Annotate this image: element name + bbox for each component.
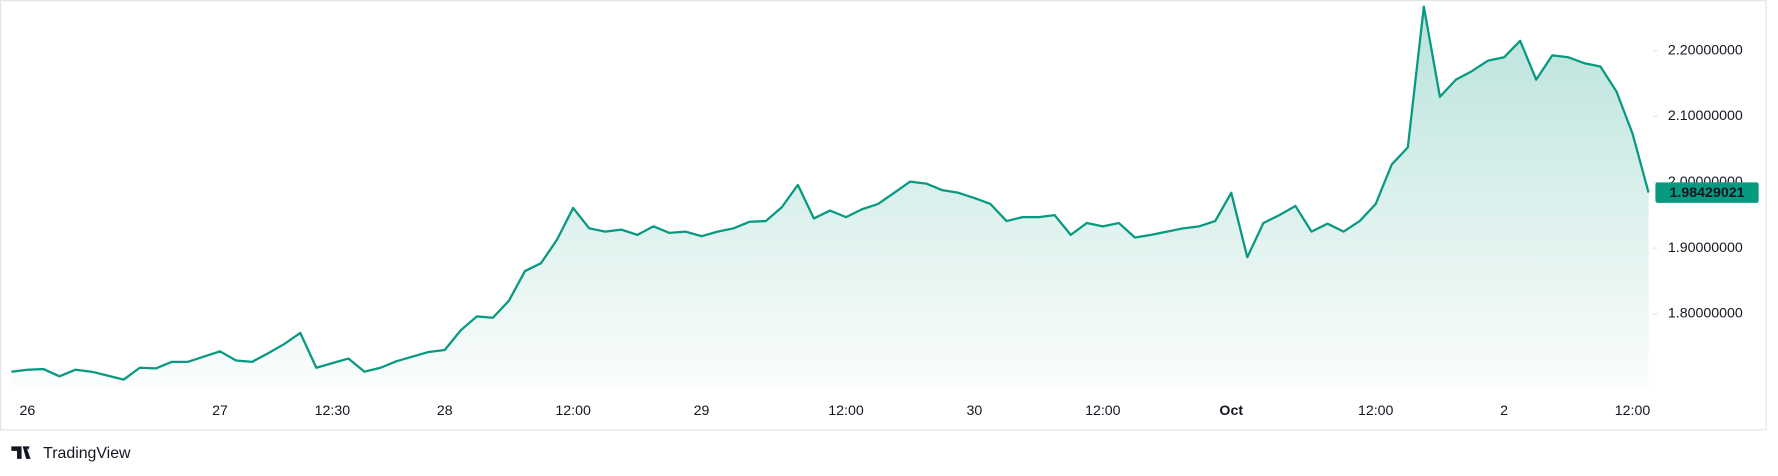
x-tick-label: 12:00 (555, 403, 591, 419)
y-tick-label: 2.10000000 (1668, 108, 1743, 124)
price-line (11, 5, 1650, 381)
x-tick-label: 26 (20, 403, 36, 419)
watermark: TradingView (43, 445, 131, 462)
x-tick-label: 28 (437, 403, 453, 419)
last-price-badge: 1.98429021 (1655, 182, 1759, 203)
x-tick-label: 12:00 (1615, 403, 1651, 419)
x-tick-label: 27 (212, 403, 228, 419)
x-tick-label: 12:00 (828, 403, 864, 419)
y-tick-label: 1.80000000 (1668, 306, 1743, 322)
x-tick-label: 12:30 (315, 403, 351, 419)
x-tick-label: 12:00 (1085, 403, 1121, 419)
x-tick-label: 2 (1500, 403, 1508, 419)
x-tick-label: Oct (1219, 403, 1243, 419)
x-tick-label: 29 (694, 403, 710, 419)
logo-icon (11, 446, 31, 459)
last-price-label: 1.98429021 (1670, 185, 1745, 201)
x-tick-label: 12:00 (1358, 403, 1394, 419)
x-tick-label: 30 (967, 403, 983, 419)
area-fill (11, 6, 1649, 387)
logo (11, 446, 31, 459)
y-tick-label: 2.20000000 (1668, 42, 1743, 58)
y-tick-label: 1.90000000 (1668, 240, 1743, 256)
last-price-box (1655, 182, 1759, 203)
